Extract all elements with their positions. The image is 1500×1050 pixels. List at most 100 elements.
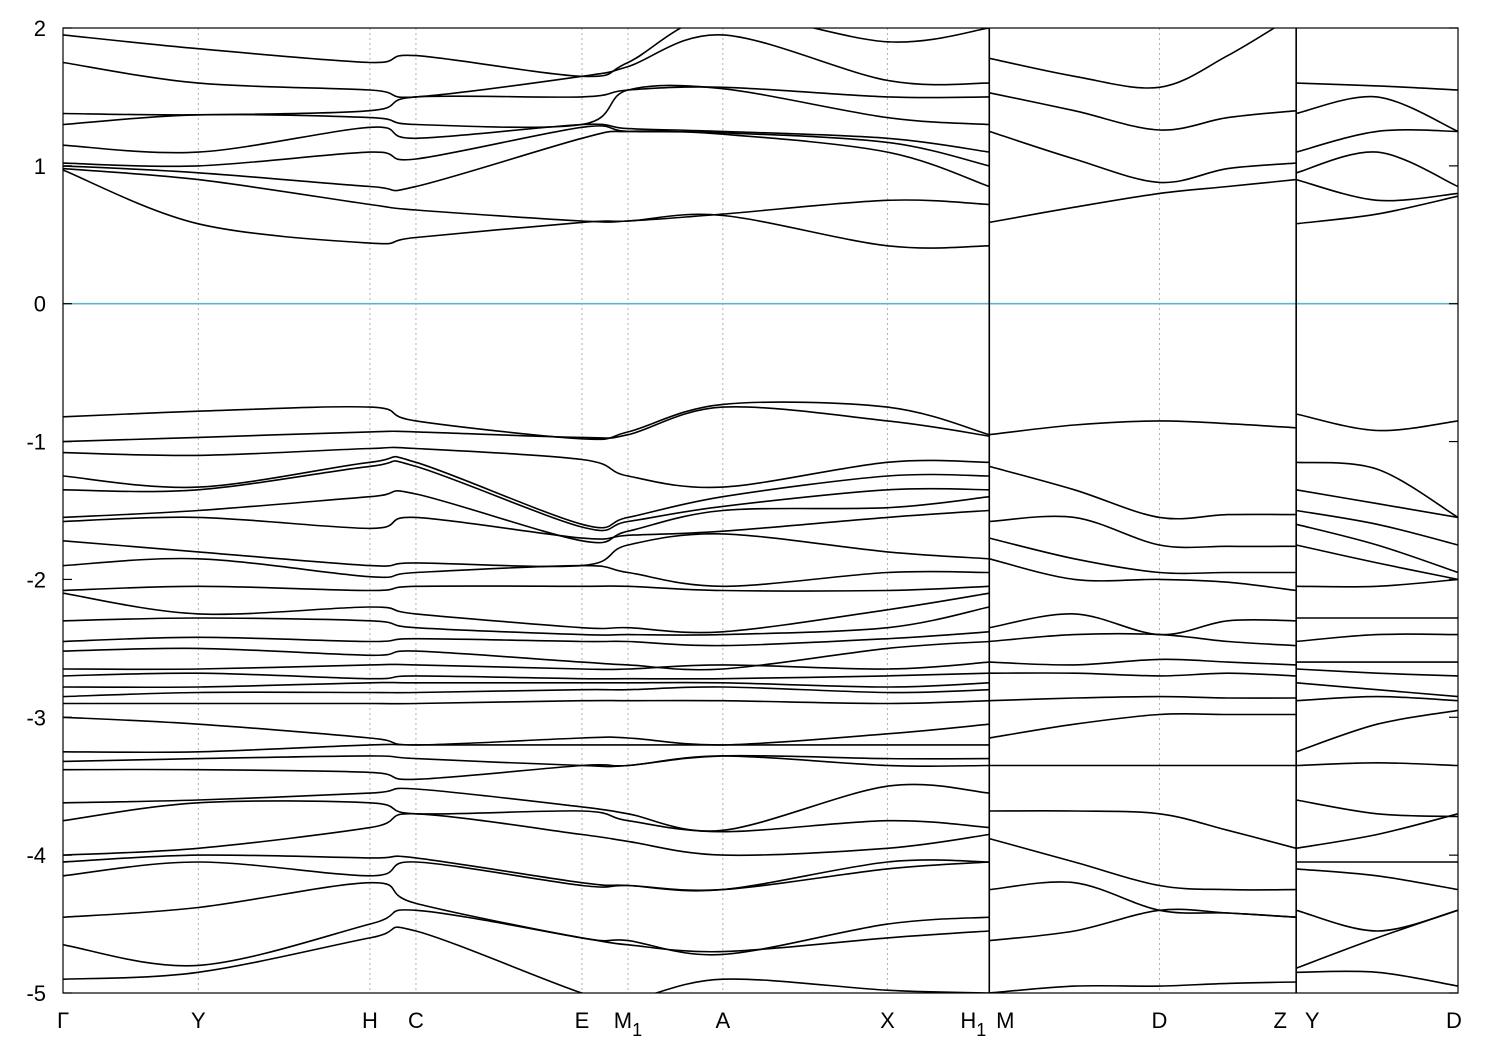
kpoint-label-6: A xyxy=(715,1008,730,1033)
path-break-lines xyxy=(988,28,1297,993)
band-seg2-4 xyxy=(1295,178,1458,202)
band-seg1-19 xyxy=(989,908,1297,942)
band-seg1-0 xyxy=(989,28,1276,89)
kpoint-label-2: H xyxy=(362,1008,378,1033)
kpoint-label-1: Y xyxy=(191,1008,206,1033)
band-seg0-33 xyxy=(63,800,990,833)
band-seg0-26 xyxy=(63,686,990,698)
band-seg0-6 xyxy=(63,130,990,192)
kpoint-label-13: D xyxy=(1446,1008,1462,1033)
band-seg1-3 xyxy=(989,178,1297,224)
band-seg0-0 xyxy=(63,28,990,78)
band-seg2-17 xyxy=(1296,682,1458,698)
band-seg0-9 xyxy=(63,401,990,441)
band-seg2-3 xyxy=(1295,151,1458,188)
band-seg1-17 xyxy=(989,837,1297,891)
band-seg2-21 xyxy=(1296,799,1458,818)
band-seg0-18 xyxy=(63,585,990,592)
band-seg2-16 xyxy=(1296,668,1458,677)
band-seg2-22 xyxy=(1296,813,1458,850)
band-seg2-2 xyxy=(1295,129,1458,153)
band-seg2-14 xyxy=(1296,633,1458,643)
band-seg0-11 xyxy=(63,446,990,489)
y-axis: 2 1 0 -1 -2 -3 -4 -5 xyxy=(26,16,1458,1006)
band-seg0-7 xyxy=(63,167,990,223)
band-seg1-11 xyxy=(989,658,1297,666)
ytick-label: -5 xyxy=(26,981,46,1006)
band-seg1-6 xyxy=(989,515,1297,549)
ytick-label: -1 xyxy=(26,430,46,455)
band-seg0-4 xyxy=(63,123,990,154)
kpoint-label-11: Z xyxy=(1273,1008,1286,1033)
kpoint-label-0: Γ xyxy=(57,1008,69,1033)
band-seg1-5 xyxy=(989,465,1297,520)
band-seg0-32 xyxy=(63,783,990,832)
band-seg0-5 xyxy=(63,125,990,168)
band-seg0-24 xyxy=(63,672,990,680)
band-seg1-14 xyxy=(989,712,1297,739)
band-seg2-10 xyxy=(1296,523,1458,574)
band-seg1-13 xyxy=(989,695,1297,702)
band-seg0-21 xyxy=(63,631,990,647)
band-seg0-16 xyxy=(63,533,990,568)
kpoint-label-5: M1 xyxy=(614,1008,642,1040)
band-seg0-39 xyxy=(63,926,990,993)
band-seg0-1 xyxy=(63,34,990,99)
band-seg0-20 xyxy=(63,606,990,636)
band-seg0-10 xyxy=(63,406,990,443)
kpoint-label-3: C xyxy=(408,1008,424,1033)
band-seg0-23 xyxy=(63,661,990,671)
band-seg0-31 xyxy=(63,755,990,781)
x-axis-kpoint-labels: Γ Y H C E M1 A X H1 M D Z Y D xyxy=(57,1008,1462,1040)
band-seg2-6 xyxy=(1296,413,1458,432)
band-seg2-19 xyxy=(1295,709,1458,753)
band-seg2-25 xyxy=(1296,909,1458,932)
ytick-label: -3 xyxy=(26,705,46,730)
band-seg2-24 xyxy=(1296,868,1458,891)
ytick-label: 0 xyxy=(34,292,46,317)
band-seg2-8 xyxy=(1296,489,1458,519)
band-seg2-27 xyxy=(1296,970,1458,987)
kpoint-label-4: E xyxy=(575,1008,590,1033)
kpoint-label-12: Y xyxy=(1305,1008,1320,1033)
band-seg0-25 xyxy=(63,681,990,689)
band-seg2-18 xyxy=(1296,695,1458,702)
band-seg0-38 xyxy=(63,909,990,967)
band-seg0-15 xyxy=(63,509,990,540)
band-seg2-5 xyxy=(1296,195,1458,225)
kpoint-label-9: M xyxy=(996,1008,1014,1033)
band-seg0-13 xyxy=(63,460,990,532)
kpoint-label-8: H1 xyxy=(960,1008,986,1040)
band-seg0-17 xyxy=(63,557,990,588)
band-seg1-10 xyxy=(989,632,1297,647)
band-seg2-1 xyxy=(1296,95,1458,133)
band-seg0-28 xyxy=(63,716,990,746)
band-seg1-8 xyxy=(989,558,1297,592)
ytick-label: -2 xyxy=(26,567,46,592)
band-seg1-12 xyxy=(989,672,1297,677)
band-seg1-7 xyxy=(989,537,1297,575)
band-seg2-26 xyxy=(1295,909,1458,969)
plot-frame xyxy=(62,27,1459,994)
band-seg2-0 xyxy=(1296,82,1458,91)
band-seg0-34 xyxy=(63,812,990,857)
kpoint-label-10: D xyxy=(1152,1008,1168,1033)
band-seg0-37 xyxy=(63,881,990,956)
bands xyxy=(63,28,1458,993)
band-seg2-7 xyxy=(1296,461,1458,519)
band-seg2-11 xyxy=(1296,544,1458,581)
band-seg0-27 xyxy=(63,699,990,705)
band-seg2-20 xyxy=(1296,761,1458,767)
ytick-label: 2 xyxy=(34,16,46,41)
band-seg0-12 xyxy=(63,455,990,529)
band-seg1-9 xyxy=(989,613,1297,636)
ytick-label: 1 xyxy=(34,154,46,179)
band-seg0-30 xyxy=(63,754,990,768)
band-seg1-2 xyxy=(989,130,1297,184)
band-seg0-36 xyxy=(63,861,990,892)
band-seg1-20 xyxy=(989,981,1297,993)
band-seg0-22 xyxy=(63,640,990,671)
band-seg2-9 xyxy=(1296,509,1458,546)
band-seg1-16 xyxy=(989,810,1297,850)
band-seg1-1 xyxy=(989,92,1297,131)
